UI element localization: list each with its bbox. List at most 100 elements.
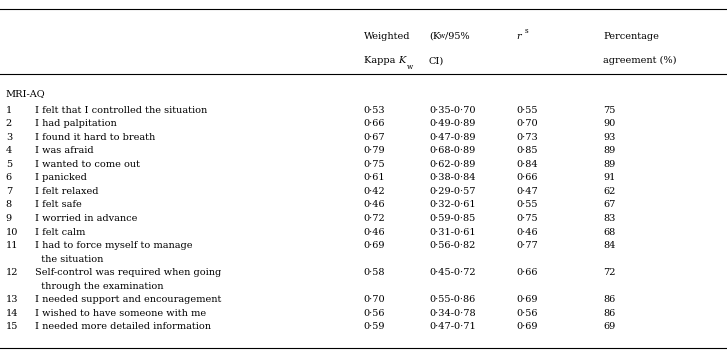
- Text: 15: 15: [6, 322, 18, 332]
- Text: 0·42: 0·42: [364, 187, 385, 196]
- Text: 0·55: 0·55: [516, 200, 538, 209]
- Text: 14: 14: [6, 309, 18, 318]
- Text: 3: 3: [6, 133, 12, 142]
- Text: 0·79: 0·79: [364, 146, 385, 155]
- Text: r: r: [516, 32, 521, 41]
- Text: I felt calm: I felt calm: [35, 227, 85, 237]
- Text: 0·56: 0·56: [364, 309, 385, 318]
- Text: 2: 2: [6, 119, 12, 128]
- Text: 0·75: 0·75: [516, 214, 538, 223]
- Text: 0·38-0·84: 0·38-0·84: [429, 173, 475, 182]
- Text: 86: 86: [603, 295, 616, 304]
- Text: 0·75: 0·75: [364, 160, 385, 169]
- Text: /95%: /95%: [445, 32, 470, 41]
- Text: agreement (%): agreement (%): [603, 56, 677, 65]
- Text: 0·59: 0·59: [364, 322, 385, 332]
- Text: CI): CI): [429, 56, 444, 65]
- Text: Self-control was required when going: Self-control was required when going: [35, 268, 221, 277]
- Text: 0·55: 0·55: [516, 106, 538, 115]
- Text: 7: 7: [6, 187, 12, 196]
- Text: 0·35-0·70: 0·35-0·70: [429, 106, 475, 115]
- Text: 0·46: 0·46: [364, 200, 385, 209]
- Text: 90: 90: [603, 119, 616, 128]
- Text: 0·55-0·86: 0·55-0·86: [429, 295, 475, 304]
- Text: 0·47-0·71: 0·47-0·71: [429, 322, 475, 332]
- Text: MRI-AQ: MRI-AQ: [6, 89, 46, 98]
- Text: 0·49-0·89: 0·49-0·89: [429, 119, 475, 128]
- Text: 5: 5: [6, 160, 12, 169]
- Text: 0·73: 0·73: [516, 133, 538, 142]
- Text: 0·45-0·72: 0·45-0·72: [429, 268, 475, 277]
- Text: I felt safe: I felt safe: [35, 200, 81, 209]
- Text: Weighted: Weighted: [364, 32, 410, 41]
- Text: 0·77: 0·77: [516, 241, 538, 250]
- Text: 11: 11: [6, 241, 18, 250]
- Text: 0·56: 0·56: [516, 309, 538, 318]
- Text: 91: 91: [603, 173, 616, 182]
- Text: the situation: the situation: [35, 254, 103, 264]
- Text: 67: 67: [603, 200, 616, 209]
- Text: w: w: [439, 32, 446, 40]
- Text: I needed support and encouragement: I needed support and encouragement: [35, 295, 221, 304]
- Text: I worried in advance: I worried in advance: [35, 214, 137, 223]
- Text: 62: 62: [603, 187, 616, 196]
- Text: I wished to have someone with me: I wished to have someone with me: [35, 309, 206, 318]
- Text: 89: 89: [603, 146, 616, 155]
- Text: 0·53: 0·53: [364, 106, 385, 115]
- Text: s: s: [525, 27, 529, 36]
- Text: K: K: [398, 56, 406, 65]
- Text: through the examination: through the examination: [35, 282, 164, 291]
- Text: w: w: [407, 63, 414, 71]
- Text: 0·32-0·61: 0·32-0·61: [429, 200, 475, 209]
- Text: I wanted to come out: I wanted to come out: [35, 160, 140, 169]
- Text: 0·46: 0·46: [516, 227, 538, 237]
- Text: 8: 8: [6, 200, 12, 209]
- Text: I felt that I controlled the situation: I felt that I controlled the situation: [35, 106, 207, 115]
- Text: 0·34-0·78: 0·34-0·78: [429, 309, 475, 318]
- Text: 72: 72: [603, 268, 616, 277]
- Text: 0·68-0·89: 0·68-0·89: [429, 146, 475, 155]
- Text: 4: 4: [6, 146, 12, 155]
- Text: 0·72: 0·72: [364, 214, 385, 223]
- Text: 0·67: 0·67: [364, 133, 385, 142]
- Text: 6: 6: [6, 173, 12, 182]
- Text: I felt relaxed: I felt relaxed: [35, 187, 98, 196]
- Text: 0·56-0·82: 0·56-0·82: [429, 241, 475, 250]
- Text: 1: 1: [6, 106, 12, 115]
- Text: 10: 10: [6, 227, 18, 237]
- Text: 0·66: 0·66: [516, 268, 538, 277]
- Text: I was afraid: I was afraid: [35, 146, 94, 155]
- Text: 0·69: 0·69: [364, 241, 385, 250]
- Text: 0·70: 0·70: [516, 119, 538, 128]
- Text: 0·62-0·89: 0·62-0·89: [429, 160, 475, 169]
- Text: 68: 68: [603, 227, 616, 237]
- Text: 0·29-0·57: 0·29-0·57: [429, 187, 475, 196]
- Text: 9: 9: [6, 214, 12, 223]
- Text: I needed more detailed information: I needed more detailed information: [35, 322, 211, 332]
- Text: Kappa: Kappa: [364, 56, 398, 65]
- Text: 0·69: 0·69: [516, 322, 538, 332]
- Text: 84: 84: [603, 241, 616, 250]
- Text: 0·70: 0·70: [364, 295, 385, 304]
- Text: I had to force myself to manage: I had to force myself to manage: [35, 241, 193, 250]
- Text: 0·66: 0·66: [364, 119, 385, 128]
- Text: 0·66: 0·66: [516, 173, 538, 182]
- Text: 0·58: 0·58: [364, 268, 385, 277]
- Text: 12: 12: [6, 268, 18, 277]
- Text: 0·59-0·85: 0·59-0·85: [429, 214, 475, 223]
- Text: 0·31-0·61: 0·31-0·61: [429, 227, 475, 237]
- Text: 0·46: 0·46: [364, 227, 385, 237]
- Text: 86: 86: [603, 309, 616, 318]
- Text: 69: 69: [603, 322, 616, 332]
- Text: 0·85: 0·85: [516, 146, 538, 155]
- Text: (K: (K: [429, 32, 440, 41]
- Text: 75: 75: [603, 106, 616, 115]
- Text: 13: 13: [6, 295, 18, 304]
- Text: I had palpitation: I had palpitation: [35, 119, 116, 128]
- Text: 0·61: 0·61: [364, 173, 385, 182]
- Text: I panicked: I panicked: [35, 173, 87, 182]
- Text: 0·84: 0·84: [516, 160, 538, 169]
- Text: 83: 83: [603, 214, 616, 223]
- Text: I found it hard to breath: I found it hard to breath: [35, 133, 155, 142]
- Text: 93: 93: [603, 133, 616, 142]
